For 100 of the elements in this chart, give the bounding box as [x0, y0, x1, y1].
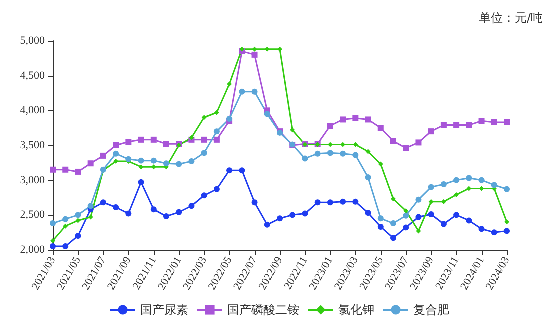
point — [478, 177, 485, 184]
point — [390, 220, 396, 227]
point — [189, 135, 194, 140]
legend-label: 复合肥 — [414, 303, 450, 317]
point — [214, 128, 220, 135]
point — [201, 136, 208, 143]
point — [138, 164, 144, 170]
point — [264, 222, 270, 228]
point — [378, 125, 384, 132]
point — [327, 122, 334, 129]
point — [416, 228, 422, 234]
point — [240, 46, 245, 52]
point — [239, 88, 246, 95]
y-tick-label: 5,000 — [20, 35, 46, 47]
point — [340, 150, 346, 157]
y-tick-label: 3,000 — [20, 174, 46, 186]
point — [278, 46, 282, 52]
point — [504, 220, 510, 225]
point — [352, 152, 359, 158]
point — [62, 166, 69, 173]
point — [150, 206, 157, 213]
point — [138, 179, 144, 186]
point — [440, 122, 447, 128]
point — [428, 128, 434, 135]
point — [188, 203, 195, 210]
point — [504, 120, 510, 126]
point — [164, 214, 170, 220]
point — [88, 160, 94, 167]
point — [264, 111, 270, 118]
point — [403, 212, 410, 219]
point — [176, 209, 182, 216]
point — [252, 200, 258, 206]
point — [327, 150, 334, 156]
point — [314, 150, 321, 157]
text: 单位：元/吨 — [478, 11, 544, 25]
point — [403, 145, 410, 152]
point — [416, 196, 422, 203]
point — [428, 199, 434, 204]
point — [290, 128, 296, 133]
point — [327, 200, 334, 206]
point — [340, 198, 346, 205]
point — [390, 235, 396, 242]
point — [264, 46, 270, 52]
point — [440, 182, 447, 188]
point — [50, 238, 56, 244]
point — [164, 141, 170, 148]
point — [138, 136, 144, 143]
point — [62, 244, 69, 250]
point — [201, 192, 208, 199]
point — [491, 182, 498, 188]
point — [340, 116, 346, 123]
point — [466, 218, 472, 224]
y-tick-label: 3,500 — [20, 140, 46, 152]
point — [113, 150, 120, 157]
point — [113, 204, 120, 210]
point — [214, 186, 220, 192]
point — [302, 210, 308, 217]
y-tick-label: 2,000 — [20, 244, 46, 256]
point — [214, 136, 220, 143]
point — [214, 110, 220, 116]
point — [151, 164, 156, 170]
point — [50, 244, 56, 250]
point — [428, 211, 434, 218]
point — [239, 168, 246, 174]
point — [428, 184, 434, 190]
point — [88, 214, 94, 220]
point — [164, 160, 170, 167]
point — [491, 230, 498, 236]
point — [176, 161, 182, 168]
point — [352, 198, 359, 205]
point — [126, 210, 132, 217]
point — [75, 233, 82, 240]
point — [227, 82, 232, 87]
point — [50, 220, 56, 227]
point — [478, 118, 485, 124]
point — [138, 158, 144, 164]
point — [126, 156, 132, 162]
point — [365, 174, 372, 181]
y-tick-label: 4,000 — [20, 104, 46, 117]
point — [391, 196, 396, 202]
point — [352, 115, 359, 122]
point — [504, 228, 510, 234]
point — [454, 212, 460, 218]
point — [201, 150, 208, 156]
y-tick-label: 2,500 — [20, 209, 46, 222]
point — [365, 116, 372, 123]
point — [404, 208, 409, 214]
point — [314, 200, 321, 206]
point — [88, 203, 94, 210]
point — [403, 224, 410, 231]
point — [252, 46, 258, 52]
point — [252, 88, 258, 95]
point — [277, 216, 283, 222]
legend-label: 氯化钾 — [338, 303, 374, 317]
point — [150, 136, 157, 143]
point — [62, 216, 69, 222]
point — [416, 140, 422, 146]
point — [75, 212, 82, 218]
point — [75, 168, 82, 175]
point — [302, 156, 308, 162]
